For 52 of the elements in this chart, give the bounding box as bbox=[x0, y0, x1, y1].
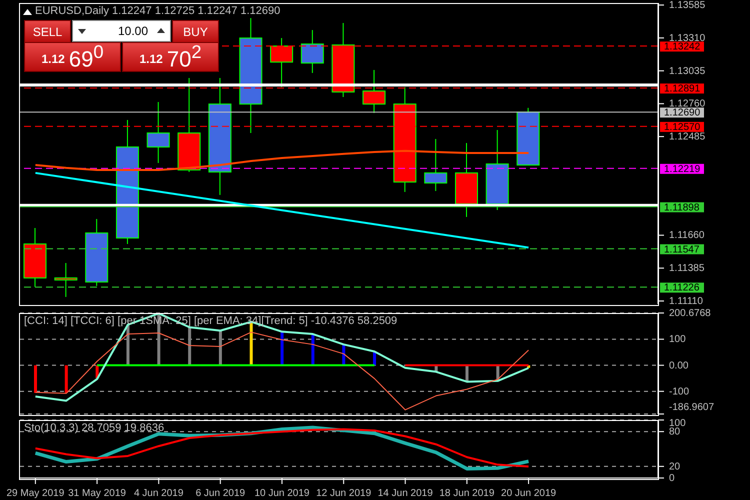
y-tick-label: 1.12485 bbox=[669, 132, 706, 143]
y-tick-label: 100 bbox=[669, 418, 686, 429]
ref-line-label: 1.12570 bbox=[664, 122, 701, 133]
ref-line-label: 1.11898 bbox=[664, 202, 700, 214]
line-series bbox=[34, 150, 530, 171]
y-tick-label: 100 bbox=[669, 334, 686, 346]
x-tick-label: 10 Jun 2019 bbox=[254, 488, 310, 499]
x-tick-label: 14 Jun 2019 bbox=[378, 488, 434, 499]
x-tick-label: 31 May 2019 bbox=[68, 488, 126, 499]
annotation: BUY bbox=[172, 20, 219, 43]
candlestick bbox=[146, 102, 170, 164]
bar bbox=[64, 365, 68, 393]
y-tick-label: 0 bbox=[669, 473, 675, 484]
ref-line-label: 1.12690 bbox=[664, 108, 701, 119]
bar bbox=[34, 365, 37, 393]
x-tick-label: 12 Jun 2019 bbox=[316, 488, 372, 499]
y-tick-label: 80 bbox=[669, 426, 681, 438]
candlestick bbox=[54, 262, 78, 298]
x-tick-label: 20 Jun 2019 bbox=[501, 488, 557, 499]
bar bbox=[280, 332, 284, 366]
y-tick-label: 1.11385 bbox=[669, 263, 705, 274]
ref-line-label: 1.12219 bbox=[664, 164, 701, 175]
ref-line-label: 1.13242 bbox=[664, 42, 701, 53]
y-tick-label: 20 bbox=[669, 461, 681, 472]
line-series bbox=[34, 332, 530, 410]
y-tick-label: 1.13310 bbox=[669, 32, 706, 44]
ref-line-label: 1.11547 bbox=[664, 244, 700, 256]
x-tick-label: 4 Jun 2019 bbox=[134, 488, 184, 499]
bar bbox=[311, 334, 314, 366]
y-tick-label: 200.6768 bbox=[669, 308, 712, 319]
ref-line-label: 1.11226 bbox=[664, 282, 700, 294]
x-tick-label: 6 Jun 2019 bbox=[196, 488, 246, 499]
annotation: SELL bbox=[24, 20, 71, 43]
candlestick bbox=[424, 138, 448, 192]
y-tick-label: 1.13585 bbox=[669, 0, 706, 12]
y-tick-label: 0.00 bbox=[669, 360, 689, 372]
candlestick bbox=[300, 30, 324, 74]
y-tick-label: 1.12760 bbox=[669, 98, 706, 110]
y-tick-label: -186.9607 bbox=[669, 402, 714, 413]
x-tick-label: 29 May 2019 bbox=[6, 488, 65, 499]
annotation: 10.00 bbox=[118, 24, 148, 38]
y-tick-label: 1.11660 bbox=[669, 230, 705, 242]
ref-line-label: 1.12891 bbox=[664, 84, 701, 95]
y-tick-label: -100 bbox=[669, 386, 690, 398]
y-tick-label: 1.13035 bbox=[669, 66, 706, 77]
chart-title: EURUSD,Daily 1.12247 1.12725 1.12247 1.12690 bbox=[35, 5, 280, 17]
x-tick-label: 18 Jun 2019 bbox=[439, 488, 495, 499]
bar bbox=[188, 327, 192, 366]
y-tick-label: 1.11110 bbox=[669, 296, 704, 308]
bar bbox=[126, 324, 130, 366]
chart-title: Sto(10,3,3) 28.7059 19.8636 bbox=[24, 422, 164, 434]
bar bbox=[218, 330, 222, 366]
